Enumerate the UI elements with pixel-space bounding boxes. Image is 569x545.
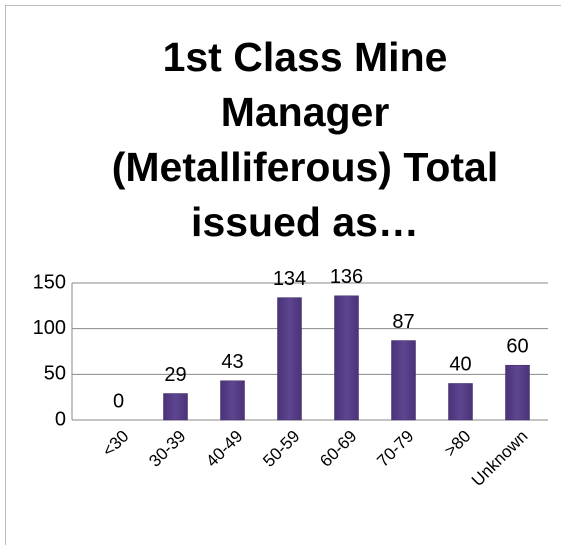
value-label: 87: [392, 311, 414, 333]
value-label: 136: [330, 266, 363, 288]
bar: [220, 380, 245, 421]
y-tick-label: 150: [33, 271, 66, 293]
value-label: 29: [164, 364, 186, 386]
bar: [505, 364, 530, 421]
value-label: 0: [113, 390, 124, 412]
x-tick-label: 50-59: [259, 427, 303, 471]
value-label: 43: [221, 351, 243, 373]
y-tick-label: 100: [33, 317, 66, 339]
x-tick-label: 40-49: [202, 427, 246, 471]
x-tick-label: 70-79: [373, 427, 417, 471]
value-label: 60: [506, 335, 528, 357]
chart-frame: [5, 5, 561, 545]
x-tick-label: 30-39: [145, 427, 189, 471]
x-tick-label: 60-69: [316, 427, 360, 471]
x-tick-label: >80: [441, 427, 475, 461]
bar: [277, 297, 302, 421]
bar: [163, 393, 188, 421]
x-tick-label: <30: [99, 427, 133, 461]
x-tick-label: Unknown: [468, 427, 532, 491]
value-label: 134: [273, 268, 306, 290]
chart-title: 1st Class Mine Manager (Metalliferous) T…: [111, 34, 499, 245]
y-tick-label: 0: [55, 408, 66, 430]
bar: [448, 383, 473, 421]
value-label: 40: [449, 354, 471, 376]
bar: [334, 295, 359, 421]
y-tick-label: 50: [44, 363, 66, 385]
bar: [391, 340, 416, 421]
